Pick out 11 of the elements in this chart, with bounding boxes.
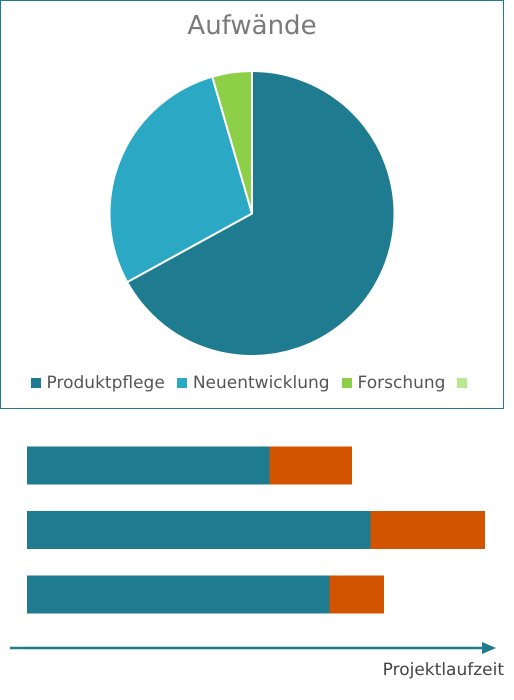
bar xyxy=(27,510,370,550)
bar xyxy=(27,576,330,614)
legend-label: Forschung xyxy=(358,373,446,393)
bar xyxy=(370,510,485,550)
x-axis-title: Projektlaufzeit xyxy=(382,660,504,680)
bar xyxy=(270,446,352,484)
legend-label: Produktpflege xyxy=(46,373,165,393)
chart-title: Aufwände xyxy=(187,10,317,41)
legend-label: Neuentwicklung xyxy=(192,373,330,393)
bar xyxy=(27,446,270,484)
bar xyxy=(329,576,384,614)
